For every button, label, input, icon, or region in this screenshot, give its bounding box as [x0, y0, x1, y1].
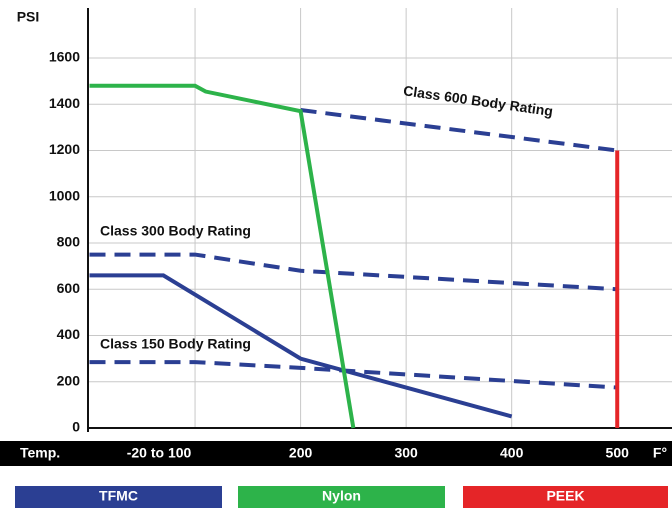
y-tick-label: 200 — [57, 372, 81, 388]
x-axis-label: Temp. — [20, 445, 60, 461]
y-axis-label: PSI — [17, 9, 40, 25]
y-tick-label: 1600 — [49, 49, 80, 65]
legend-label: PEEK — [546, 488, 584, 504]
y-tick-label: 1000 — [49, 187, 80, 203]
x-tick-label: 300 — [394, 445, 418, 461]
legend-swatch — [15, 486, 222, 508]
x-tick-label: 400 — [500, 445, 524, 461]
legend-swatch — [238, 486, 445, 508]
y-tick-label: 1400 — [49, 95, 80, 111]
x-tick-label: 200 — [289, 445, 313, 461]
x-tick-label: -20 to 100 — [127, 445, 192, 461]
reference-label: Class 150 Body Rating — [100, 336, 251, 352]
series-line — [89, 83, 356, 429]
reference-line — [89, 360, 618, 390]
reference-label: Class 300 Body Rating — [100, 223, 251, 239]
y-tick-label: 600 — [57, 280, 81, 296]
reference-line — [89, 252, 618, 292]
reference-line — [300, 108, 618, 153]
series-line — [89, 273, 513, 419]
legend-label: TFMC — [99, 488, 138, 504]
reference-label: Class 600 Body Rating — [402, 82, 554, 119]
x-axis-bar — [0, 441, 672, 466]
y-tick-label: 800 — [57, 234, 81, 250]
y-tick-label: 400 — [57, 326, 81, 342]
y-tick-label: 1200 — [49, 141, 80, 157]
legend-label: Nylon — [322, 488, 361, 504]
x-axis-unit: F° — [653, 445, 667, 461]
legend-swatch — [463, 486, 668, 508]
y-tick-label: 0 — [72, 419, 80, 435]
x-tick-label: 500 — [606, 445, 630, 461]
